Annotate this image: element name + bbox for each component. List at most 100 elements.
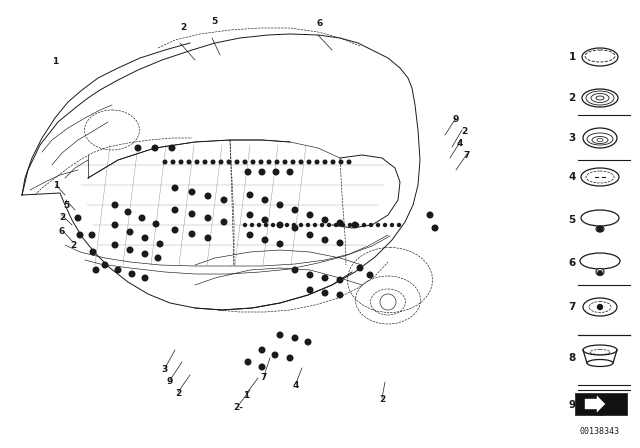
Circle shape [300,160,303,164]
Circle shape [321,224,323,227]
Circle shape [277,332,283,338]
Circle shape [76,215,81,221]
Circle shape [432,225,438,231]
Text: 6: 6 [317,18,323,27]
Text: 3: 3 [568,133,575,143]
Circle shape [125,209,131,215]
Circle shape [367,272,372,278]
Circle shape [245,359,251,365]
Polygon shape [585,396,605,412]
Text: 2: 2 [461,128,467,137]
Circle shape [271,224,275,227]
Circle shape [172,160,175,164]
Text: 9: 9 [568,400,575,410]
Text: 3: 3 [162,366,168,375]
Circle shape [272,352,278,358]
Circle shape [283,160,287,164]
Circle shape [337,292,343,298]
Text: 7: 7 [568,302,576,312]
Circle shape [322,275,328,281]
Circle shape [129,271,135,277]
Circle shape [315,160,319,164]
Circle shape [93,267,99,273]
Circle shape [157,241,163,247]
Circle shape [307,224,310,227]
Circle shape [189,189,195,195]
Circle shape [135,145,141,151]
Circle shape [189,211,195,217]
Circle shape [292,225,298,231]
Circle shape [221,197,227,203]
Circle shape [369,224,372,227]
Circle shape [247,232,253,238]
Circle shape [89,232,95,238]
Circle shape [337,277,343,283]
Circle shape [352,222,358,228]
Circle shape [292,267,298,273]
Circle shape [219,160,223,164]
Text: 2-: 2- [233,404,243,413]
Text: 6: 6 [568,258,575,268]
Circle shape [250,224,253,227]
Circle shape [243,224,246,227]
Text: 00138343: 00138343 [580,427,620,436]
Circle shape [140,215,145,221]
Circle shape [259,169,265,175]
Circle shape [362,224,365,227]
Text: 1: 1 [52,57,58,66]
Circle shape [598,305,602,310]
Circle shape [322,290,328,296]
Circle shape [112,242,118,248]
Circle shape [598,271,602,276]
Circle shape [90,249,96,255]
Text: 2: 2 [568,93,575,103]
Circle shape [337,220,343,226]
Circle shape [307,160,311,164]
Circle shape [328,224,330,227]
Circle shape [292,207,298,213]
Text: 8: 8 [568,353,575,363]
Circle shape [221,219,227,225]
Circle shape [335,224,337,227]
Circle shape [211,160,215,164]
Circle shape [300,224,303,227]
Text: 1: 1 [243,392,249,401]
Circle shape [142,275,148,281]
Text: 2: 2 [70,241,76,250]
Circle shape [390,224,394,227]
Circle shape [247,212,253,218]
Circle shape [597,226,603,232]
Circle shape [337,240,343,246]
Circle shape [277,202,283,208]
Text: 1: 1 [568,52,575,62]
Circle shape [205,193,211,199]
Text: 1: 1 [53,181,59,190]
Circle shape [152,145,158,151]
Circle shape [205,235,211,241]
Circle shape [285,224,289,227]
Circle shape [195,160,199,164]
Text: 4: 4 [293,380,299,389]
Circle shape [187,160,191,164]
Circle shape [257,224,260,227]
Ellipse shape [596,226,604,232]
Circle shape [115,267,121,273]
Circle shape [322,217,328,223]
Circle shape [205,215,211,221]
Circle shape [268,160,271,164]
Circle shape [172,227,178,233]
Circle shape [349,224,351,227]
Circle shape [259,160,263,164]
Circle shape [155,255,161,261]
Circle shape [278,224,282,227]
Text: 2: 2 [175,389,181,399]
Circle shape [264,224,268,227]
Circle shape [397,224,401,227]
Circle shape [243,160,247,164]
Circle shape [112,202,118,208]
Circle shape [292,224,296,227]
Circle shape [307,212,313,218]
Text: 5: 5 [211,17,217,26]
Circle shape [357,265,363,271]
Text: 5: 5 [63,201,69,210]
